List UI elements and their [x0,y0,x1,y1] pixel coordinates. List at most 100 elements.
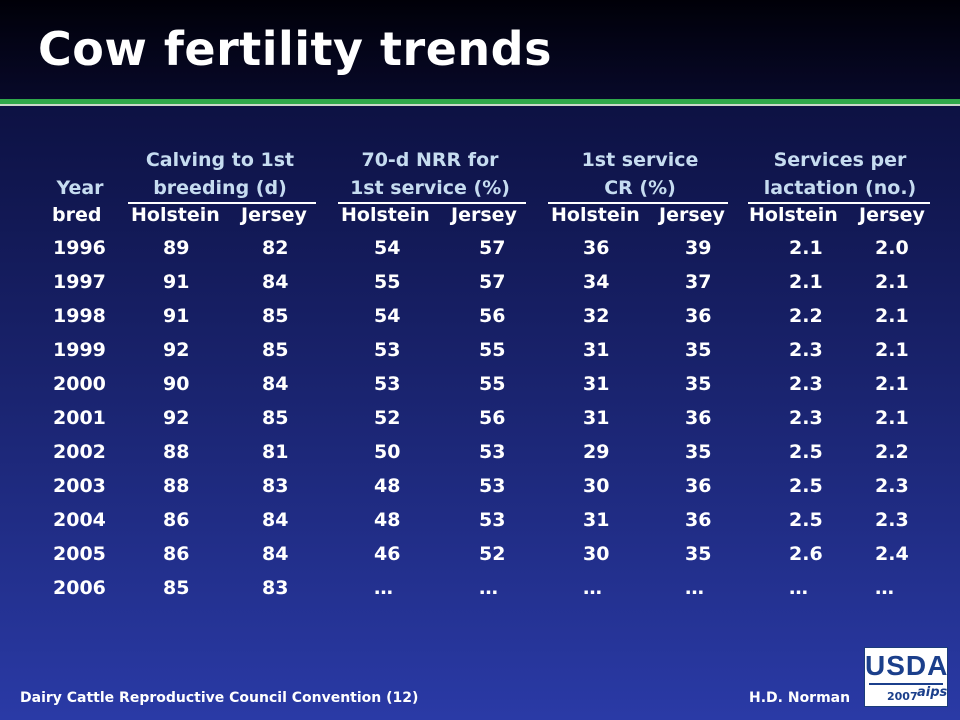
year-cell: 1999 [53,339,106,361]
table-cell: 84 [262,509,289,531]
table-cell: 2.1 [875,407,909,429]
table-cell: 2.1 [875,305,909,327]
table-cell: 2.1 [789,237,823,259]
table-cell: 2.5 [789,441,823,463]
table-cell: 86 [163,509,190,531]
usda-logo: USDA 2007 aips [864,647,948,707]
year-cell: 2000 [53,373,106,395]
table-cell: 91 [163,305,190,327]
table-cell: 2.5 [789,509,823,531]
table-cell: 46 [374,543,401,565]
title-rule-white [0,104,960,106]
table-cell: 92 [163,407,190,429]
table-cell: 53 [479,441,506,463]
table-cell: 2.3 [789,407,823,429]
table-cell: 30 [583,475,610,497]
table-cell: 83 [262,577,289,599]
table-row: 2001 92 85 52 56 31 36 2.3 2.1 [0,407,960,441]
year-cell: 1998 [53,305,106,327]
table-cell: 53 [374,339,401,361]
group-underline-services [748,202,930,204]
table-cell: 29 [583,441,610,463]
table-cell: 2.2 [875,441,909,463]
year-cell: 2001 [53,407,106,429]
table-row: 2006 85 83……………… [0,577,960,611]
table-cell: 57 [479,237,506,259]
table-cell: 50 [374,441,401,463]
table-cell: 90 [163,373,190,395]
table-cell: … [789,577,808,599]
table-cell: 55 [479,373,506,395]
table-cell: 85 [262,407,289,429]
table-cell: 56 [479,305,506,327]
group-header-calving-line1: Calving to 1st [145,149,295,171]
aips-mark: aips [917,685,948,700]
table-row: 1997 91 84 55 57 34 37 2.1 2.1 [0,271,960,305]
table-cell: 82 [262,237,289,259]
table-cell: 83 [262,475,289,497]
table-cell: 35 [685,543,712,565]
group-header-nrr-line2: 1st service (%) [350,177,510,199]
table-cell: 84 [262,271,289,293]
table-cell: 2.1 [875,373,909,395]
table-cell: 2.4 [875,543,909,565]
table-cell: 85 [163,577,190,599]
table-row: 1996 89 82 54 57 36 39 2.1 2.0 [0,237,960,271]
table-cell: … [685,577,704,599]
table-cell: 56 [479,407,506,429]
footer-left: Dairy Cattle Reproductive Council Conven… [20,690,419,706]
group-header-services-line2: lactation (no.) [763,177,917,199]
table-cell: 54 [374,237,401,259]
col-header-jersey: Jersey [241,204,307,226]
table-cell: 36 [583,237,610,259]
group-underline-cr [548,202,728,204]
table-cell: 48 [374,475,401,497]
usda-logo-bar [869,683,943,685]
year-cell: 2002 [53,441,106,463]
table-cell: 31 [583,373,610,395]
table-cell: 84 [262,543,289,565]
table-row: 2000 90 84 53 55 31 35 2.3 2.1 [0,373,960,407]
col-header-holstein: Holstein [749,204,838,226]
table-cell: 31 [583,407,610,429]
table-cell: 31 [583,509,610,531]
table-cell: 36 [685,305,712,327]
table-row: 1998 91 85 54 56 32 36 2.2 2.1 [0,305,960,339]
table-cell: 85 [262,305,289,327]
table-cell: 2.3 [875,475,909,497]
year-cell: 2006 [53,577,106,599]
table-cell: 39 [685,237,712,259]
year-cell: 2003 [53,475,106,497]
table-cell: 53 [479,475,506,497]
table-cell: 54 [374,305,401,327]
table-row: 1999 92 85 53 55 31 35 2.3 2.1 [0,339,960,373]
table-cell: 2.1 [875,271,909,293]
col-header-jersey: Jersey [859,204,925,226]
table-cell: 48 [374,509,401,531]
usda-logo-year: 2007 [887,690,918,703]
table-cell: 30 [583,543,610,565]
table-cell: 35 [685,373,712,395]
col-header-jersey: Jersey [451,204,517,226]
year-cell: 2005 [53,543,106,565]
table-cell: 88 [163,475,190,497]
table-cell: … [583,577,602,599]
table-cell: 91 [163,271,190,293]
group-header-calving-line2: breeding (d) [153,177,287,199]
group-underline-nrr [338,202,526,204]
table-cell: 36 [685,475,712,497]
year-cell: 1996 [53,237,106,259]
table-cell: 92 [163,339,190,361]
table-row: 2003 88 83 48 53 30 36 2.5 2.3 [0,475,960,509]
table-row: 2004 86 84 48 53 31 36 2.5 2.3 [0,509,960,543]
group-header-nrr-line1: 70-d NRR for [361,149,499,171]
col-header-holstein: Holstein [551,204,640,226]
table-cell: 52 [374,407,401,429]
table-cell: 2.6 [789,543,823,565]
group-header-cr-line1: 1st service [581,149,699,171]
table-cell: 88 [163,441,190,463]
table-cell: 2.3 [875,509,909,531]
table-cell: 2.3 [789,339,823,361]
table-cell: 53 [479,509,506,531]
table-cell: 86 [163,543,190,565]
